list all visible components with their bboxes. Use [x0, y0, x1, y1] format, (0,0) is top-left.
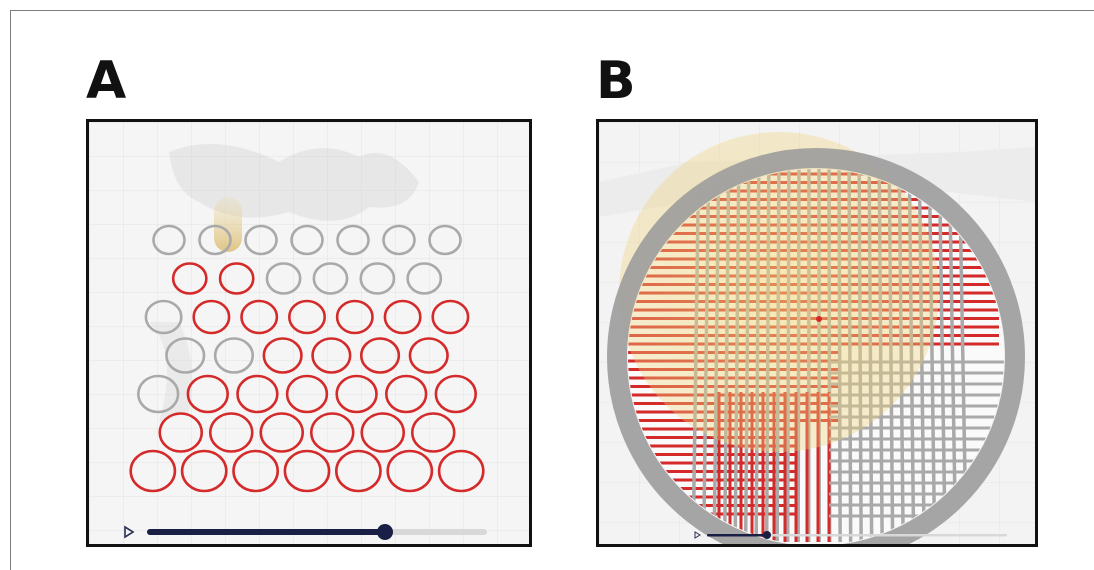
ring-grid — [129, 224, 485, 493]
ring-4-3 — [285, 374, 329, 414]
ring-6-4 — [334, 449, 382, 493]
play-icon[interactable] — [694, 531, 701, 539]
ring-6-1 — [180, 449, 228, 493]
ring-2-3 — [288, 299, 327, 335]
ring-4-1 — [186, 374, 230, 414]
ring-3-5 — [408, 337, 449, 374]
ring-1-3 — [312, 262, 349, 295]
ring-3-3 — [311, 337, 352, 374]
ring-5-4 — [360, 412, 406, 453]
ring-0-5 — [382, 224, 416, 256]
ring-1-2 — [265, 262, 302, 295]
timeline-slider-b[interactable] — [694, 531, 1007, 539]
ring-5-3 — [309, 412, 355, 453]
ring-6-5 — [386, 449, 434, 493]
ring-6-3 — [283, 449, 331, 493]
ring-4-2 — [236, 374, 279, 414]
ring-2-1 — [192, 299, 231, 335]
slider-handle[interactable] — [377, 524, 393, 540]
slider-track-fill — [147, 529, 385, 535]
ring-5-0 — [158, 412, 204, 453]
ring-4-6 — [434, 374, 477, 414]
ring-1-1 — [218, 262, 255, 295]
ring-0-1 — [198, 224, 232, 256]
target-beam — [214, 197, 242, 252]
scan-line-v — [927, 169, 937, 543]
ring-2-5 — [383, 299, 422, 335]
ring-5-5 — [410, 412, 456, 453]
ring-5-1 — [208, 412, 254, 453]
ring-2-2 — [240, 299, 279, 335]
play-icon[interactable] — [124, 525, 135, 539]
panel-label-b: B — [596, 51, 636, 111]
ring-0-2 — [244, 224, 278, 256]
ring-1-5 — [406, 262, 443, 295]
panel-a-scene — [89, 122, 529, 544]
ring-5-2 — [259, 412, 305, 453]
panel-label-a: A — [86, 51, 127, 111]
ring-0-0 — [152, 224, 186, 256]
slider-track-fill — [707, 534, 767, 537]
ring-1-0 — [171, 262, 208, 295]
ring-6-0 — [129, 449, 177, 493]
ring-2-0 — [144, 299, 183, 335]
figure-frame — [10, 10, 1094, 570]
panel-b-scene — [599, 122, 1035, 544]
outer-ring — [607, 148, 1025, 544]
hot-zone — [619, 132, 939, 452]
ring-6-2 — [232, 449, 280, 493]
slider-handle[interactable] — [763, 531, 771, 539]
timeline-slider[interactable] — [124, 524, 487, 540]
ring-0-6 — [428, 224, 462, 256]
ring-3-4 — [359, 337, 401, 374]
ring-4-0 — [136, 374, 180, 414]
ring-2-6 — [431, 299, 470, 335]
ring-3-1 — [213, 337, 255, 374]
ring-4-5 — [385, 374, 428, 414]
ring-4-4 — [335, 374, 378, 414]
panel-a-viewport[interactable] — [86, 119, 532, 547]
panel-b-viewport[interactable] — [596, 119, 1038, 547]
slider-track-rest — [707, 534, 1007, 537]
ring-3-0 — [165, 337, 206, 374]
ring-3-2 — [262, 337, 303, 374]
target-center — [816, 316, 822, 322]
ring-0-3 — [290, 224, 324, 256]
ring-6-6 — [437, 449, 485, 493]
ring-1-4 — [359, 262, 396, 295]
ring-0-4 — [336, 224, 370, 256]
ring-2-4 — [335, 299, 374, 335]
